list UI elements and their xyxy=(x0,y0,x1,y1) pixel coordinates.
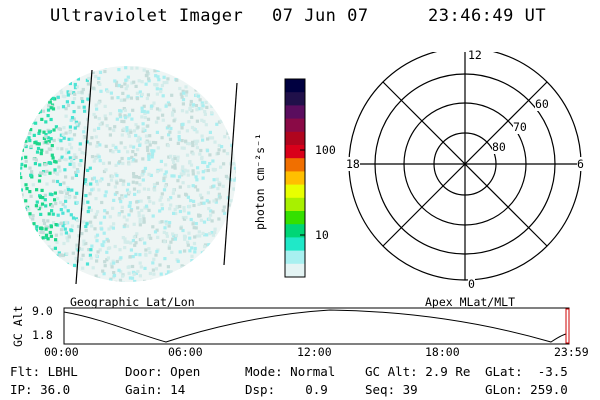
altitude-xtick-0600: 06:00 xyxy=(168,345,203,359)
altitude-plot-frame xyxy=(63,307,570,345)
colorbar-cell xyxy=(285,263,305,278)
colorbar-cell xyxy=(285,118,305,133)
colorbar-frame xyxy=(284,78,306,278)
colorbar-cell xyxy=(285,211,305,225)
uv-image-disk xyxy=(20,66,236,282)
altitude-xtick-0000: 00:00 xyxy=(44,345,79,359)
colorbar-cell xyxy=(285,171,305,186)
info-gain-value: 14 xyxy=(170,382,186,397)
polar-grid xyxy=(348,52,582,281)
info-glon: GLon: 259.0 xyxy=(485,382,568,397)
info-door-value: Open xyxy=(170,364,201,379)
image-date: 07 Jun 07 xyxy=(272,6,369,26)
colorbar-cell xyxy=(285,184,305,199)
altitude-ytick-9: 9.0 xyxy=(32,304,53,318)
info-mode-value: Normal xyxy=(290,364,336,379)
colorbar-cell xyxy=(285,105,305,120)
info-seq: Seq: 39 xyxy=(365,382,418,397)
current-time-marker xyxy=(565,308,570,344)
info-door: Door: Open xyxy=(125,364,201,379)
altitude-plot xyxy=(63,307,570,345)
mlt-label-12: 12 xyxy=(468,48,482,62)
info-flt: Flt: LBHL xyxy=(10,364,78,379)
altitude-xtick-1200: 12:00 xyxy=(297,345,332,359)
colorbar-cell xyxy=(285,224,305,238)
colorbar-cell xyxy=(285,197,305,212)
colorbar xyxy=(284,78,306,278)
colorbar-unit-label: photon cm⁻²s⁻¹ xyxy=(253,133,267,230)
altitude-ytick-1-8: 1.8 xyxy=(32,328,53,342)
colorbar-cell xyxy=(285,250,305,265)
colorbar-cell xyxy=(285,158,305,172)
colorbar-cell xyxy=(285,92,305,106)
polar-coord-label: Apex MLat/MLT xyxy=(425,295,516,309)
altitude-xtick-2359: 23:59 xyxy=(554,345,589,359)
colorbar-label-10: 10 xyxy=(315,228,329,242)
colorbar-cell xyxy=(285,237,305,252)
colorbar-cells xyxy=(285,79,305,278)
info-gc-alt: GC Alt: 2.9 Re xyxy=(365,364,471,379)
mlt-label-0: 0 xyxy=(468,277,475,291)
altitude-ylabel: GC Alt xyxy=(11,305,25,347)
info-glat-value: -3.5 xyxy=(537,364,568,379)
polar-meridian-diag-b xyxy=(382,81,548,247)
colorbar-cell xyxy=(285,145,305,159)
image-time: 23:46:49 UT xyxy=(428,6,547,26)
info-glon-value: 259.0 xyxy=(530,382,568,397)
info-ip: IP: 36.0 xyxy=(10,382,71,397)
terminator-line-left xyxy=(75,69,93,285)
altitude-curve xyxy=(63,309,567,343)
terminator-line-right xyxy=(223,82,238,266)
projection-label: Geographic Lat/Lon xyxy=(70,295,195,309)
colorbar-label-100: 100 xyxy=(315,143,336,157)
info-gc-alt-value: 2.9 Re xyxy=(425,364,471,379)
altitude-xtick-1800: 18:00 xyxy=(425,345,460,359)
info-flt-value: LBHL xyxy=(47,364,78,379)
instrument-title: Ultraviolet Imager xyxy=(50,6,244,26)
info-seq-value: 39 xyxy=(402,382,418,397)
mlt-label-6: 6 xyxy=(577,157,584,171)
mlat-label-60: 60 xyxy=(535,97,549,111)
info-mode: Mode: Normal xyxy=(245,364,336,379)
mlat-label-70: 70 xyxy=(513,120,527,134)
mlt-label-18: 18 xyxy=(346,157,360,171)
info-gain: Gain: 14 xyxy=(125,382,186,397)
mlat-label-80: 80 xyxy=(492,140,506,154)
info-ip-value: 36.0 xyxy=(40,382,71,397)
colorbar-cell xyxy=(285,79,305,93)
info-glat: GLat: -3.5 xyxy=(485,364,568,379)
info-dsp-value: 0.9 xyxy=(305,382,328,397)
uv-image-panel xyxy=(20,66,238,285)
colorbar-cell xyxy=(285,131,305,146)
info-dsp: Dsp: 0.9 xyxy=(245,382,328,397)
